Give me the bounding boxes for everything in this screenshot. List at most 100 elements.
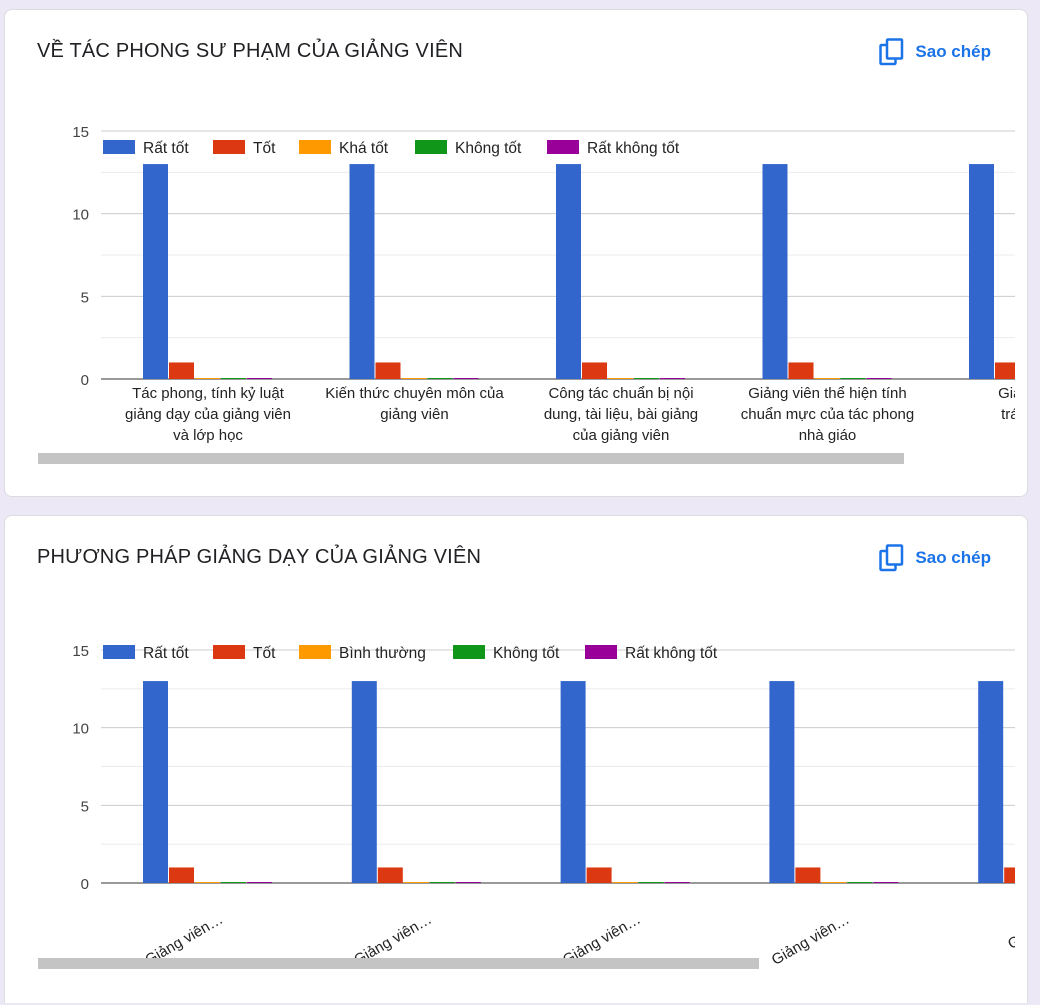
x-tick-label: nhà giáo	[799, 427, 857, 444]
legend-swatch	[299, 140, 331, 154]
bar-rất-tốt	[978, 681, 1004, 883]
horizontal-scrollbar[interactable]	[38, 453, 904, 464]
legend-label: Tốt	[253, 140, 276, 157]
copy-icon	[879, 38, 904, 66]
x-tick-label: và lớp học	[173, 427, 243, 444]
y-tick-label: 15	[72, 124, 89, 141]
bar-rất-tốt	[143, 681, 168, 883]
bar-tốt	[788, 362, 814, 379]
gridlines	[101, 649, 1015, 884]
y-tick-label: 10	[72, 721, 89, 738]
legend-label: Rất không tốt	[625, 645, 718, 662]
bar-tốt	[169, 867, 194, 883]
bar-không-tốt	[221, 882, 246, 883]
bar-rất-tốt	[969, 164, 994, 379]
card-title: VỀ TÁC PHONG SƯ PHẠM CỦA GIẢNG VIÊN	[37, 40, 464, 62]
bar-rất-không-tốt	[660, 378, 685, 379]
y-tick-label: 5	[81, 289, 89, 306]
legend-swatch	[213, 645, 245, 659]
legend-label: Bình thường	[339, 645, 426, 662]
y-tick-label: 10	[72, 207, 89, 224]
bar-rất-không-tốt	[247, 378, 272, 379]
bar-rất-tốt	[762, 164, 788, 379]
bar-rất-tốt	[349, 164, 375, 379]
x-tick-label: giảng dạy của giảng viên	[125, 406, 291, 423]
bar-tốt	[1004, 867, 1015, 883]
x-tick-label: Tác phong, tính kỷ luật	[132, 385, 285, 402]
copy-button-label: Sao chép	[915, 42, 991, 61]
bar-tốt	[995, 362, 1015, 379]
bar-rất-không-tốt	[455, 882, 481, 883]
copy-button-label: Sao chép	[915, 548, 991, 567]
legend: Rất tốt Tốt Bình thường Không tốt Rất không …	[103, 645, 718, 662]
bar-khá-tốt	[814, 378, 840, 379]
legend-swatch	[103, 645, 135, 659]
chart-card-teaching-method: PHƯƠNG PHÁP GIẢNG DẠY CỦA GIẢNG VIÊN Sao…	[4, 515, 1028, 1003]
bar-không-tốt	[638, 882, 664, 883]
x-tick-label: Giảng viên thể hiện tính	[748, 385, 906, 402]
legend: Rất tốt Tốt Khá tốt Không tốt Rất không tốt	[103, 140, 680, 157]
legend-label: Khá tốt	[339, 140, 389, 157]
legend-label: Tốt	[253, 645, 276, 662]
legend-label: Rất tốt	[143, 140, 189, 157]
copy-icon	[879, 544, 904, 572]
legend-swatch	[547, 140, 579, 154]
bar-bình-thường	[612, 882, 638, 883]
x-tick-label: giảng viên	[380, 406, 448, 423]
bar-bình-thường	[195, 882, 220, 883]
legend-label: Không tốt	[493, 645, 560, 662]
bar-tốt	[169, 362, 194, 379]
bar-rất-không-tốt	[247, 882, 272, 883]
x-tick-label: Kiến thức chuyên môn của	[325, 385, 504, 402]
card-title: PHƯƠNG PHÁP GIẢNG DẠY CỦA GIẢNG VIÊN	[37, 546, 482, 568]
x-tick-label: Công tác chuẩn bị nội	[548, 385, 693, 402]
plot-edge-mask	[1015, 120, 1027, 450]
bar-bình-thường	[403, 882, 429, 883]
legend-swatch	[299, 645, 331, 659]
bar-khá-tốt	[401, 378, 427, 379]
bar-rất-tốt	[351, 681, 377, 883]
copy-button[interactable]: Sao chép	[863, 540, 1007, 576]
bar-rất-không-tốt	[453, 378, 479, 379]
y-tick-label: 5	[81, 798, 89, 815]
bar-tốt	[795, 867, 821, 883]
y-tick-label: 0	[81, 876, 89, 893]
legend-swatch	[585, 645, 617, 659]
legend-label: Không tốt	[455, 140, 522, 157]
bar-rất-tốt	[769, 681, 795, 883]
bar-không-tốt	[221, 378, 246, 379]
bar-không-tốt	[429, 882, 455, 883]
legend-swatch	[213, 140, 245, 154]
bar-khá-tốt	[608, 378, 633, 379]
bar-rất-tốt	[560, 681, 586, 883]
bar-rất-tốt	[556, 164, 581, 379]
bar-rất-không-tốt	[664, 882, 690, 883]
plot-edge-mask	[1015, 626, 1027, 956]
copy-button[interactable]: Sao chép	[863, 34, 1007, 70]
bar-rất-không-tốt	[866, 378, 892, 379]
y-tick-label: 0	[81, 372, 89, 389]
bar-không-tốt	[427, 378, 453, 379]
bar-chart: 0 5 10 15 Tác phong, tính kỷ luật giảng dạy c…	[72, 120, 1027, 450]
legend-label: Rất không tốt	[587, 140, 680, 157]
x-tick-label: Giảng viên…	[769, 911, 853, 969]
bar-không-tốt	[840, 378, 866, 379]
x-tick-label: dung, tài liệu, bài giảng	[544, 406, 698, 423]
bar-không-tốt	[847, 882, 873, 883]
bar-bình-thường	[821, 882, 847, 883]
bar-rất-tốt	[143, 164, 168, 379]
x-tick-label: chuẩn mực của tác phong	[741, 406, 914, 423]
bar-tốt	[586, 867, 612, 883]
bar-rất-không-tốt	[873, 882, 899, 883]
horizontal-scrollbar[interactable]	[38, 958, 759, 969]
bar-tốt	[375, 362, 401, 379]
x-tick-label: của giảng viên	[573, 427, 670, 444]
bar-không-tốt	[634, 378, 659, 379]
chart-card-teaching-manner: VỀ TÁC PHONG SƯ PHẠM CỦA GIẢNG VIÊN Sao …	[4, 9, 1028, 497]
legend-swatch	[103, 140, 135, 154]
bar-tốt	[377, 867, 403, 883]
bar-khá-tốt	[195, 378, 220, 379]
legend-swatch	[453, 645, 485, 659]
legend-swatch	[415, 140, 447, 154]
